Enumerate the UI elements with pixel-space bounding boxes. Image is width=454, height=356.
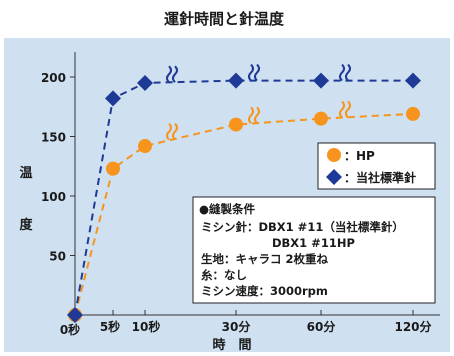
x-tick-label: 30分 [222, 319, 251, 334]
x-tick-label: 5秒 [100, 319, 120, 334]
x-axis-label: 時 間 [212, 337, 251, 353]
data-point-hp [406, 107, 420, 121]
legend-hp-label: ：HP [344, 149, 375, 163]
x-tick-label: 120分 [394, 319, 431, 334]
y-tick-label: 100 [41, 190, 66, 204]
conditions-line-5: ミシン速度：3000rpm [201, 284, 328, 298]
conditions-line-1: ミシン針：DBX1 #11（当社標準針） [201, 220, 404, 234]
x-tick-label: 10秒 [132, 319, 161, 334]
legend: ：HP ：当社標準針 [318, 143, 435, 189]
y-tick-label: 150 [41, 131, 66, 145]
plot-background [4, 38, 450, 352]
y-axis-label-1: 温 [19, 166, 32, 181]
legend-hp-marker [327, 148, 341, 162]
y-tick-label: 50 [49, 250, 66, 264]
legend-standard-label: ：当社標準針 [344, 170, 416, 185]
conditions-line-4: 糸：なし [201, 268, 247, 282]
conditions-heading: ●縫製条件 [199, 202, 256, 216]
data-point-hp [229, 118, 243, 132]
data-point-hp [106, 162, 120, 176]
conditions-line-3: 生地：キャラコ 2枚重ね [201, 252, 329, 266]
chart-title: 運針時間と針温度 [164, 10, 285, 28]
x-tick-label: 60分 [307, 319, 336, 334]
data-point-hp [138, 139, 152, 153]
y-tick-label: 200 [41, 71, 66, 85]
data-point-hp [314, 112, 328, 126]
conditions-box: ●縫製条件 ミシン針：DBX1 #11（当社標準針） DBX1 #11HP 生地… [193, 197, 435, 303]
y-axis-label-2: 度 [19, 217, 33, 233]
conditions-line-2: DBX1 #11HP [272, 236, 355, 250]
x-tick-label: 0秒 [60, 322, 80, 337]
